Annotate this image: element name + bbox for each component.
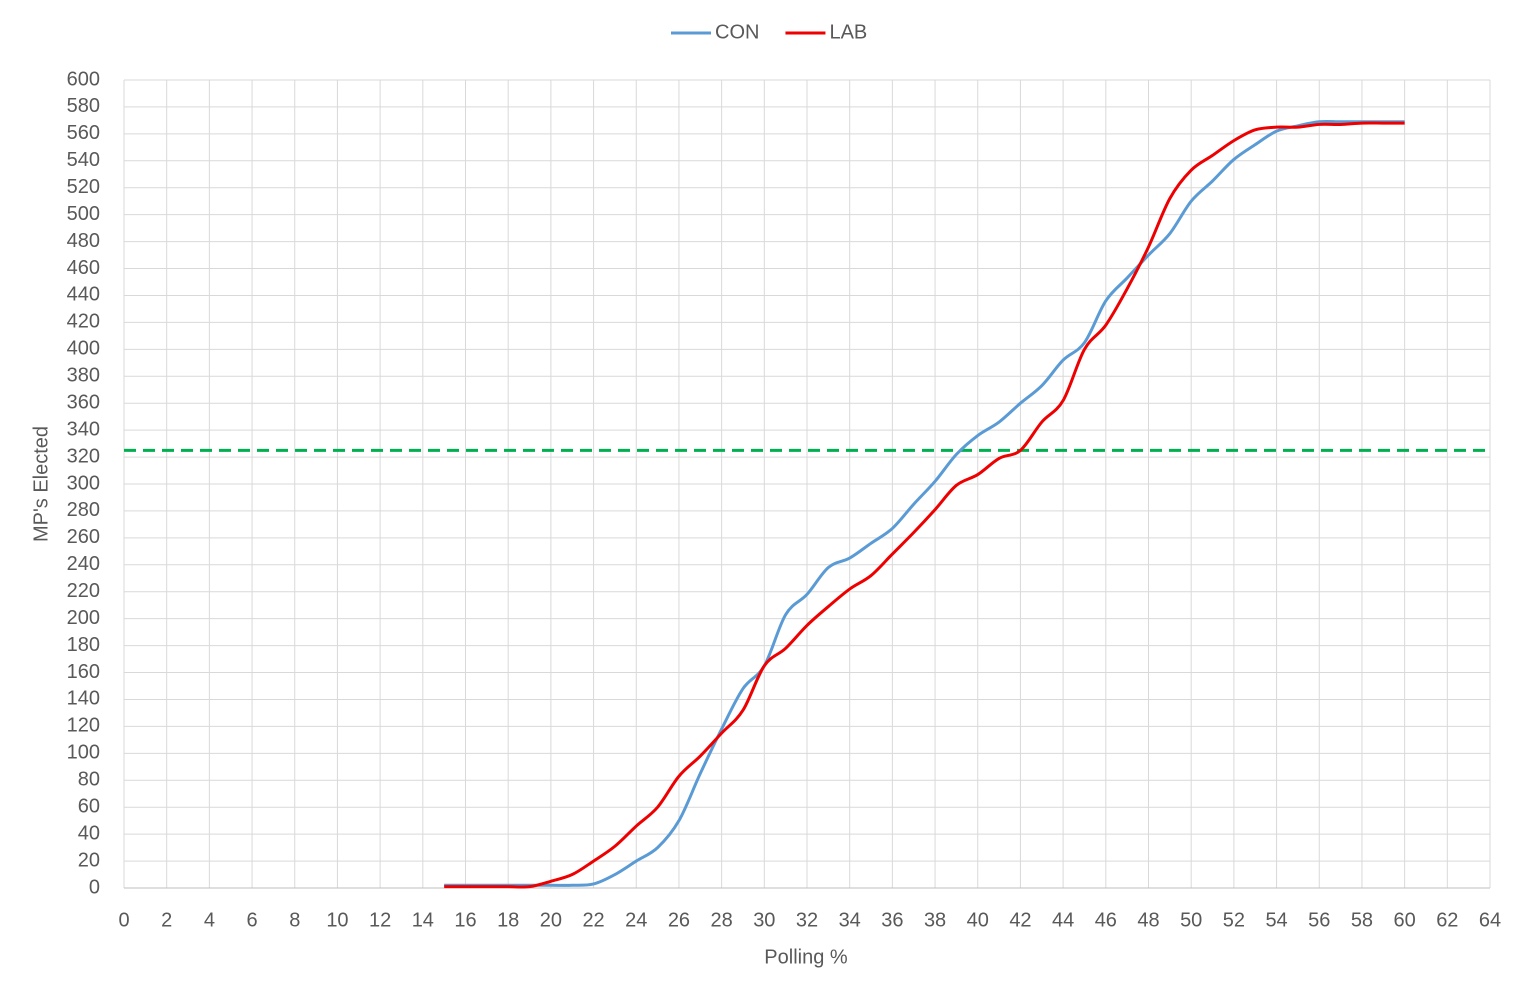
y-tick-label: 300 — [67, 472, 100, 494]
x-tick-label: 16 — [454, 909, 476, 931]
x-tick-label: 20 — [540, 909, 562, 931]
legend-label: CON — [715, 21, 759, 43]
y-tick-label: 220 — [67, 580, 100, 602]
x-tick-label: 46 — [1095, 909, 1117, 931]
x-tick-label: 38 — [924, 909, 946, 931]
x-tick-label: 32 — [796, 909, 818, 931]
x-tick-label: 18 — [497, 909, 519, 931]
x-tick-label: 50 — [1180, 909, 1202, 931]
y-tick-label: 240 — [67, 553, 100, 575]
y-tick-label: 180 — [67, 634, 100, 656]
y-tick-label: 120 — [67, 715, 100, 737]
x-tick-label: 26 — [668, 909, 690, 931]
y-tick-label: 500 — [67, 203, 100, 225]
x-tick-label: 14 — [412, 909, 434, 931]
y-tick-label: 160 — [67, 661, 100, 683]
x-tick-label: 12 — [369, 909, 391, 931]
y-tick-label: 520 — [67, 176, 100, 198]
legend-label: LAB — [829, 21, 867, 43]
x-tick-label: 48 — [1137, 909, 1159, 931]
x-tick-label: 4 — [204, 909, 215, 931]
x-tick-label: 56 — [1308, 909, 1330, 931]
x-tick-label: 34 — [839, 909, 861, 931]
y-tick-label: 20 — [78, 849, 100, 871]
y-tick-label: 600 — [67, 68, 100, 90]
y-tick-label: 440 — [67, 284, 100, 306]
y-tick-label: 400 — [67, 338, 100, 360]
x-tick-label: 22 — [582, 909, 604, 931]
x-tick-label: 42 — [1009, 909, 1031, 931]
x-tick-label: 8 — [289, 909, 300, 931]
y-tick-label: 60 — [78, 795, 100, 817]
line-series — [444, 119, 1405, 887]
x-tick-label: 24 — [625, 909, 647, 931]
x-tick-label: 36 — [881, 909, 903, 931]
y-tick-label: 540 — [67, 149, 100, 171]
x-tick-label: 60 — [1394, 909, 1416, 931]
y-axis-title: MP's Elected — [30, 426, 52, 542]
y-tick-label: 580 — [67, 95, 100, 117]
y-tick-label: 460 — [67, 257, 100, 279]
y-tick-label: 380 — [67, 365, 100, 387]
line-series — [444, 121, 1405, 889]
x-tick-label: 2 — [161, 909, 172, 931]
y-tick-label: 280 — [67, 499, 100, 521]
x-tick-label: 44 — [1052, 909, 1074, 931]
y-tick-label: 560 — [67, 122, 100, 144]
y-tick-label: 420 — [67, 311, 100, 333]
x-tick-label: 28 — [711, 909, 733, 931]
y-tick-label: 320 — [67, 445, 100, 467]
x-tick-label: 40 — [967, 909, 989, 931]
x-tick-label: 62 — [1436, 909, 1458, 931]
y-tick-label: 260 — [67, 526, 100, 548]
y-tick-label: 200 — [67, 607, 100, 629]
y-tick-label: 100 — [67, 742, 100, 764]
x-tick-label: 0 — [118, 909, 129, 931]
y-tick-label: 340 — [67, 418, 100, 440]
x-tick-label: 10 — [326, 909, 348, 931]
y-tick-label: 80 — [78, 769, 100, 791]
x-axis-title: Polling % — [764, 946, 848, 968]
x-tick-label: 64 — [1479, 909, 1501, 931]
x-tick-label: 6 — [247, 909, 258, 931]
x-tick-label: 58 — [1351, 909, 1373, 931]
y-tick-label: 140 — [67, 688, 100, 710]
x-tick-label: 30 — [753, 909, 775, 931]
x-tick-label: 54 — [1265, 909, 1287, 931]
y-tick-label: 0 — [89, 876, 100, 898]
y-tick-label: 360 — [67, 391, 100, 413]
x-tick-label: 52 — [1223, 909, 1245, 931]
y-tick-label: 480 — [67, 230, 100, 252]
y-tick-label: 40 — [78, 822, 100, 844]
